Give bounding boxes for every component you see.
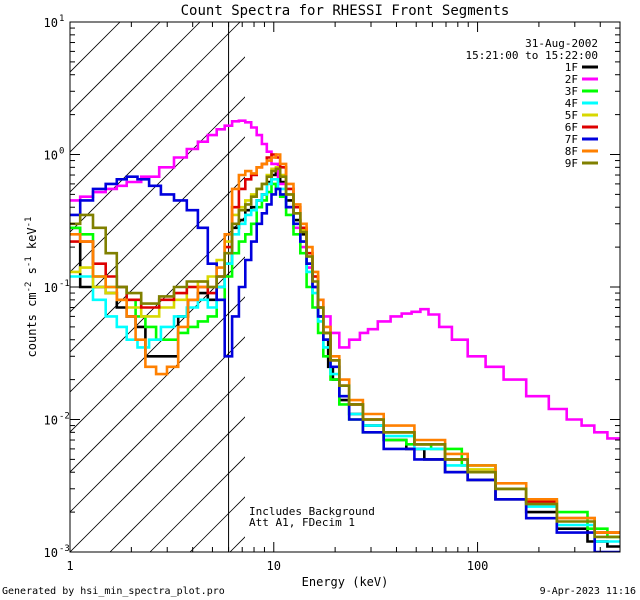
y-tick-exponent: 1 xyxy=(59,14,64,24)
hatch-line xyxy=(550,2,640,552)
hatch-line xyxy=(70,56,245,233)
y-tick-base: 10 xyxy=(44,414,58,428)
y-tick-base: 10 xyxy=(44,281,58,295)
legend-label: 3F xyxy=(565,85,578,98)
legend-label: 7F xyxy=(565,133,578,146)
background-note: Includes Background xyxy=(249,505,375,518)
series-8F xyxy=(70,153,620,534)
hatch-line xyxy=(70,22,201,153)
hatch-line xyxy=(70,96,245,273)
hatch-line xyxy=(590,2,640,552)
series-7F xyxy=(70,175,620,552)
hatch-line xyxy=(70,376,245,552)
hatch-line xyxy=(430,2,640,552)
y-tick-label: 10 0 xyxy=(44,147,65,163)
x-tick-label: 100 xyxy=(467,559,489,573)
y-axis-label: counts cm-2 s-1 keV-1 xyxy=(24,217,39,358)
y-tick-label: 10 1 xyxy=(44,14,65,30)
series-9F xyxy=(70,167,620,539)
y-label-s: s xyxy=(25,267,39,281)
hatch-line xyxy=(70,296,245,473)
y-tick-label: 10 -3 xyxy=(44,544,70,560)
y-tick-exponent: -1 xyxy=(59,279,70,289)
attenuator-note: Att A1, FDecim 1 xyxy=(249,516,355,529)
hatch-line xyxy=(390,2,640,552)
series-3F xyxy=(70,182,620,539)
y-tick-exponent: 0 xyxy=(59,147,64,157)
series-5F xyxy=(70,166,620,534)
y-label-counts: counts cm xyxy=(25,292,39,357)
spectra-series-group xyxy=(70,119,620,552)
series-1F xyxy=(70,172,620,548)
y-tick-base: 10 xyxy=(44,149,58,163)
hatch-line xyxy=(149,456,245,552)
y-label-exp-kev: -1 xyxy=(24,217,34,228)
hatch-line xyxy=(70,336,245,513)
series-4F xyxy=(70,178,620,543)
plot-frame xyxy=(69,21,621,553)
y-tick-label: 10 -2 xyxy=(44,412,70,428)
hatch-line xyxy=(109,416,245,552)
hatch-line xyxy=(270,2,640,552)
generator-credit: Generated by hsi_min_spectra_plot.pro xyxy=(2,586,225,597)
hatch-line xyxy=(70,22,241,193)
hatch-line xyxy=(70,176,245,353)
legend-label: 4F xyxy=(565,97,578,110)
time-range: 15:21:00 to 15:22:00 xyxy=(466,49,598,62)
hatch-line xyxy=(70,136,245,313)
chart-title: Count Spectra for RHESSI Front Segments xyxy=(181,3,510,19)
generation-timestamp: 9-Apr-2023 11:16 xyxy=(540,586,636,597)
x-tick-label: 10 xyxy=(267,559,281,573)
legend-label: 6F xyxy=(565,121,578,134)
y-tick-exponent: -2 xyxy=(59,412,70,422)
legend-label: 5F xyxy=(565,109,578,122)
series-6F xyxy=(70,153,620,534)
observation-date: 31-Aug-2002 xyxy=(525,37,598,50)
hatch-line xyxy=(70,216,245,393)
y-label-kev: keV xyxy=(25,227,39,256)
y-label-exp-cm: -2 xyxy=(24,282,34,293)
y-tick-exponent: -3 xyxy=(59,544,70,554)
legend-label: 9F xyxy=(565,157,578,170)
y-label-exp-s: -1 xyxy=(24,256,34,267)
hatch-line xyxy=(70,22,161,113)
hatch-line xyxy=(229,536,245,552)
legend-label: 2F xyxy=(565,73,578,86)
axis-ticks xyxy=(69,22,621,553)
y-tick-base: 10 xyxy=(44,546,58,560)
y-tick-label: 10 -1 xyxy=(44,279,70,295)
y-tick-base: 10 xyxy=(44,16,58,30)
x-tick-labels: 1 10 100 xyxy=(66,559,488,573)
x-tick-label: 1 xyxy=(66,559,73,573)
x-axis-label: Energy (keV) xyxy=(302,575,389,589)
legend-label: 8F xyxy=(565,145,578,158)
legend-label: 1F xyxy=(565,61,578,74)
